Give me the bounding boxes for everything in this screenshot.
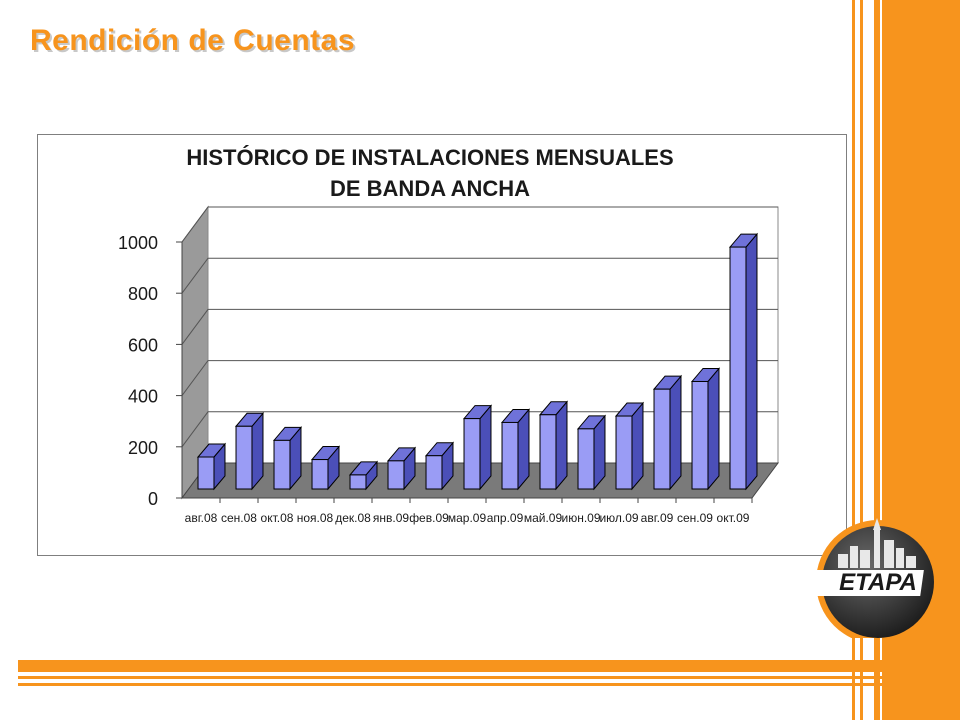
decor-orange-stripe — [852, 0, 855, 720]
gridline — [181, 411, 778, 448]
chart-bars — [196, 232, 759, 491]
x-tick-label: фев.09 — [409, 511, 449, 525]
bar-side — [631, 401, 644, 491]
decor-orange-stripe — [860, 0, 863, 720]
gridline — [181, 257, 778, 294]
bar — [310, 445, 341, 491]
bar — [728, 232, 759, 491]
gridline — [181, 308, 778, 345]
bar — [576, 414, 607, 491]
slide-title: Rendición de Cuentas — [30, 24, 356, 57]
etapa-logo: ETAPA — [808, 498, 948, 644]
y-tick-label: 800 — [128, 284, 158, 304]
x-tick-label: июн.09 — [561, 511, 600, 525]
x-tick-label: янв.09 — [373, 511, 410, 525]
chart-title-line1: HISTÓRICO DE INSTALACIONES MENSUALES — [186, 145, 674, 170]
x-tick-label: ноя.08 — [297, 511, 334, 525]
bar-side — [669, 374, 682, 491]
bar-side — [707, 367, 720, 491]
bar — [424, 441, 455, 491]
y-tick-label: 200 — [128, 438, 158, 458]
bar-front — [425, 455, 443, 490]
x-tick-label: мар.09 — [448, 511, 487, 525]
bar-front — [501, 421, 519, 490]
decor-white-line — [880, 0, 882, 720]
bar — [690, 367, 721, 491]
y-tick-label: 1000 — [118, 233, 158, 253]
decor-bottom-line — [18, 676, 960, 679]
y-tick-label: 400 — [128, 387, 158, 407]
bar — [462, 404, 493, 491]
chart-gridlines — [181, 206, 778, 448]
bar-front — [577, 428, 595, 490]
bar — [538, 400, 569, 491]
x-tick-label: авг.09 — [641, 511, 674, 525]
x-tick-label: окт.09 — [717, 511, 750, 525]
x-tick-label: июл.09 — [599, 511, 638, 525]
bar — [348, 460, 379, 491]
chart-x-axis: авг.08 сен.08 окт.08 ноя.08 дек.08 янв.09 фев.… — [182, 497, 753, 525]
x-tick-label: май.09 — [524, 511, 563, 525]
x-tick-label: авг.08 — [185, 511, 218, 525]
bar-front — [273, 439, 291, 490]
x-tick-label: дек.08 — [335, 511, 371, 525]
gridline — [181, 360, 778, 396]
x-tick-label: сен.08 — [221, 511, 257, 525]
chart-title-line2: DE BANDA ANCHA — [329, 176, 531, 201]
bar-front — [615, 415, 633, 490]
x-tick-label: апр.09 — [487, 511, 524, 525]
bar-front — [691, 380, 709, 490]
bar — [234, 411, 265, 491]
bar — [272, 425, 303, 491]
x-tick-label: окт.08 — [261, 511, 294, 525]
gridline — [181, 206, 778, 243]
y-tick-label: 0 — [148, 489, 158, 509]
bar — [500, 408, 531, 491]
bar-side — [555, 400, 568, 491]
bar — [196, 442, 227, 491]
bar-side — [745, 232, 758, 491]
logo-text: ETAPA — [839, 569, 917, 596]
decor-bottom-line — [18, 683, 960, 686]
bar-front — [387, 460, 405, 490]
chart-y-axis: 0 200 400 600 800 1000 — [118, 233, 183, 509]
bar-side — [479, 404, 492, 491]
bar — [652, 374, 683, 491]
bar-front — [653, 388, 671, 490]
bar-front — [235, 425, 253, 490]
bar — [386, 446, 417, 491]
y-tick-label: 600 — [128, 335, 158, 355]
x-tick-label: сен.09 — [677, 511, 713, 525]
bar — [614, 401, 645, 491]
bar-front — [463, 418, 481, 490]
bar-side — [517, 408, 530, 491]
bar-front — [539, 414, 557, 490]
bar-front — [197, 456, 215, 490]
decor-bottom-bar — [18, 660, 960, 672]
bar-front — [311, 459, 329, 490]
bar-front — [349, 474, 367, 490]
bar-front — [729, 246, 747, 490]
